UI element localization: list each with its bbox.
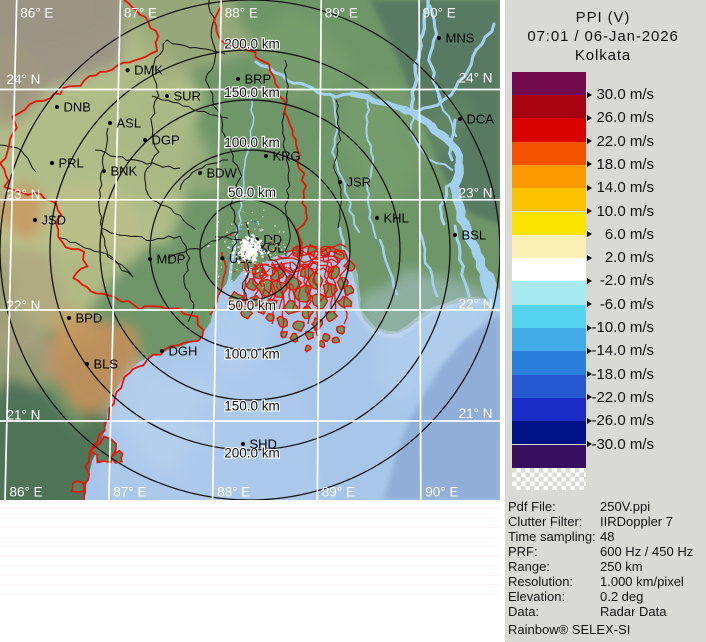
svg-text:BSL: BSL: [462, 228, 487, 243]
svg-text:100.0 km: 100.0 km: [224, 347, 280, 362]
svg-text:150.0 km: 150.0 km: [224, 399, 280, 414]
svg-text:PRL: PRL: [59, 156, 84, 171]
svg-text:50.0 km: 50.0 km: [228, 298, 276, 313]
svg-text:90° E: 90° E: [425, 485, 458, 500]
svg-text:DNB: DNB: [64, 100, 91, 115]
svg-text:MNS: MNS: [446, 31, 475, 46]
svg-text:23° N: 23° N: [459, 185, 493, 200]
svg-text:21° N: 21° N: [7, 408, 41, 423]
svg-text:SHD: SHD: [250, 437, 277, 452]
svg-text:ASL: ASL: [117, 116, 142, 131]
svg-text:86° E: 86° E: [10, 485, 43, 500]
svg-text:BLS: BLS: [94, 357, 119, 372]
svg-text:DGP: DGP: [152, 133, 180, 148]
svg-text:100.0 km: 100.0 km: [224, 135, 280, 150]
svg-text:200.0 km: 200.0 km: [224, 446, 280, 461]
svg-text:SUR: SUR: [174, 89, 201, 104]
svg-text:50.0 km: 50.0 km: [228, 185, 276, 200]
svg-text:89° E: 89° E: [325, 6, 358, 21]
svg-text:86° E: 86° E: [20, 6, 53, 21]
svg-text:88° E: 88° E: [225, 6, 258, 21]
svg-text:23° N: 23° N: [7, 187, 41, 202]
svg-text:DGH: DGH: [169, 344, 198, 359]
svg-text:24° N: 24° N: [459, 71, 493, 86]
svg-text:87° E: 87° E: [124, 6, 157, 21]
svg-text:DCA: DCA: [467, 112, 495, 127]
svg-text:89° E: 89° E: [322, 485, 355, 500]
svg-text:BPD: BPD: [76, 311, 103, 326]
svg-text:BDW: BDW: [207, 166, 238, 181]
svg-text:22° N: 22° N: [7, 298, 41, 313]
svg-text:DMK: DMK: [134, 63, 163, 78]
svg-text:MDP: MDP: [157, 252, 186, 267]
svg-text:KRG: KRG: [273, 149, 301, 164]
svg-text:DD: DD: [263, 232, 282, 247]
svg-text:87° E: 87° E: [113, 485, 146, 500]
svg-text:24° N: 24° N: [7, 72, 41, 87]
svg-text:90° E: 90° E: [423, 6, 456, 21]
svg-text:21° N: 21° N: [459, 406, 493, 421]
svg-text:BRP: BRP: [245, 72, 272, 87]
svg-text:88° E: 88° E: [217, 485, 250, 500]
svg-text:200.0 km: 200.0 km: [224, 37, 280, 52]
svg-text:KHL: KHL: [384, 211, 409, 226]
svg-text:JSR: JSR: [347, 175, 372, 190]
svg-text:BNK: BNK: [111, 164, 138, 179]
svg-text:JSD: JSD: [42, 213, 67, 228]
svg-text:150.0 km: 150.0 km: [224, 85, 280, 100]
svg-text:22° N: 22° N: [459, 297, 493, 312]
